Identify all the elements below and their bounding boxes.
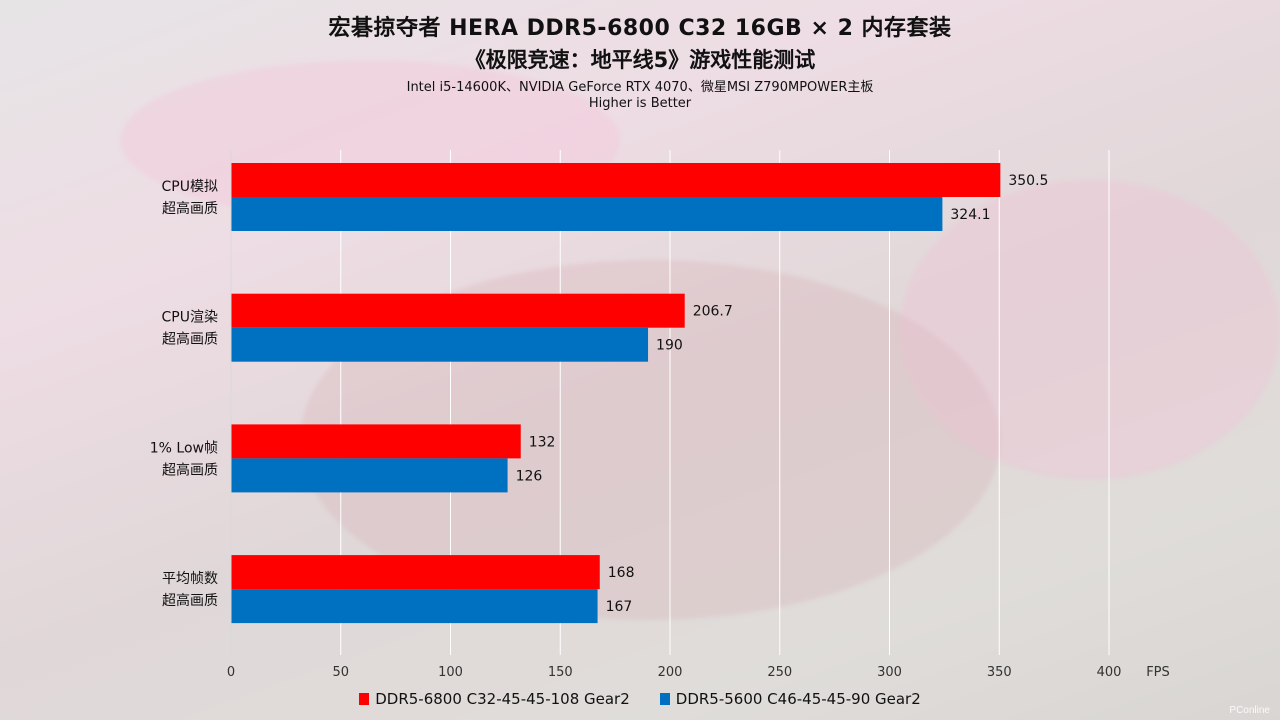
bar-ddr5-5600 (231, 327, 649, 362)
bar-ddr5-6800 (231, 163, 1001, 197)
bar-ddr5-5600 (231, 458, 508, 493)
legend-swatch-red (359, 693, 370, 705)
x-tick-label: 150 (548, 665, 573, 680)
x-tick-label: 200 (658, 665, 683, 680)
higher-is-better-note: Higher is Better (588, 96, 692, 111)
legend-label: DDR5-5600 C46-45-45-90 Gear2 (675, 690, 921, 708)
x-tick-label: 100 (438, 665, 463, 680)
x-tick-label: 0 (227, 665, 235, 680)
x-axis-label: FPS (1146, 665, 1170, 680)
category-label: 1% Low帧 (150, 440, 218, 456)
category-label: CPU渲染 (162, 310, 218, 326)
data-label: 206.7 (693, 304, 733, 320)
chart-title: 宏碁掠夺者 HERA DDR5-6800 C32 16GB × 2 内存套装 (328, 16, 952, 41)
bar-ddr5-6800 (231, 424, 521, 459)
category-label-sub: 超高画质 (162, 331, 218, 348)
data-label: 168 (608, 565, 635, 581)
x-tick-label: 250 (767, 665, 792, 680)
category-label-sub: 超高画质 (162, 461, 218, 478)
category-label-sub: 超高画质 (162, 200, 218, 217)
legend-swatch-blue (659, 693, 670, 705)
watermark: PConline (1229, 705, 1270, 716)
x-tick-label: 350 (987, 665, 1012, 680)
data-label: 126 (516, 468, 543, 484)
data-label: 190 (656, 338, 683, 354)
x-tick-label: 400 (1097, 665, 1122, 680)
data-label: 324.1 (950, 207, 990, 223)
data-label: 167 (606, 599, 633, 615)
category-label: 平均帧数 (162, 571, 218, 587)
chart-subtitle: 《极限竞速：地平线5》游戏性能测试 (464, 48, 816, 72)
data-label: 350.5 (1008, 173, 1048, 189)
x-tick-label: 300 (877, 665, 902, 680)
legend-item-ddr5-6800: DDR5-6800 C32-45-45-108 Gear2 (359, 690, 630, 708)
category-label: CPU模拟 (162, 179, 218, 195)
bar-ddr5-6800 (231, 293, 685, 328)
legend-label: DDR5-6800 C32-45-45-108 Gear2 (375, 690, 630, 708)
test-system-info: Intel i5-14600K、NVIDIA GeForce RTX 4070、… (406, 80, 874, 95)
chart-legend: DDR5-6800 C32-45-45-108 Gear2 DDR5-5600 … (0, 690, 1280, 708)
bar-ddr5-5600 (231, 589, 598, 624)
category-label-sub: 超高画质 (162, 592, 218, 609)
data-label: 132 (529, 434, 556, 450)
legend-item-ddr5-5600: DDR5-5600 C46-45-45-90 Gear2 (659, 690, 921, 708)
bar-ddr5-5600 (231, 197, 943, 231)
bar-chart: 0 50 100 150 200 250 300 350 400 FPS 350.5 324.1 CPU… (150, 150, 1170, 680)
bar-ddr5-6800 (231, 555, 600, 590)
x-tick-label: 50 (332, 665, 349, 680)
